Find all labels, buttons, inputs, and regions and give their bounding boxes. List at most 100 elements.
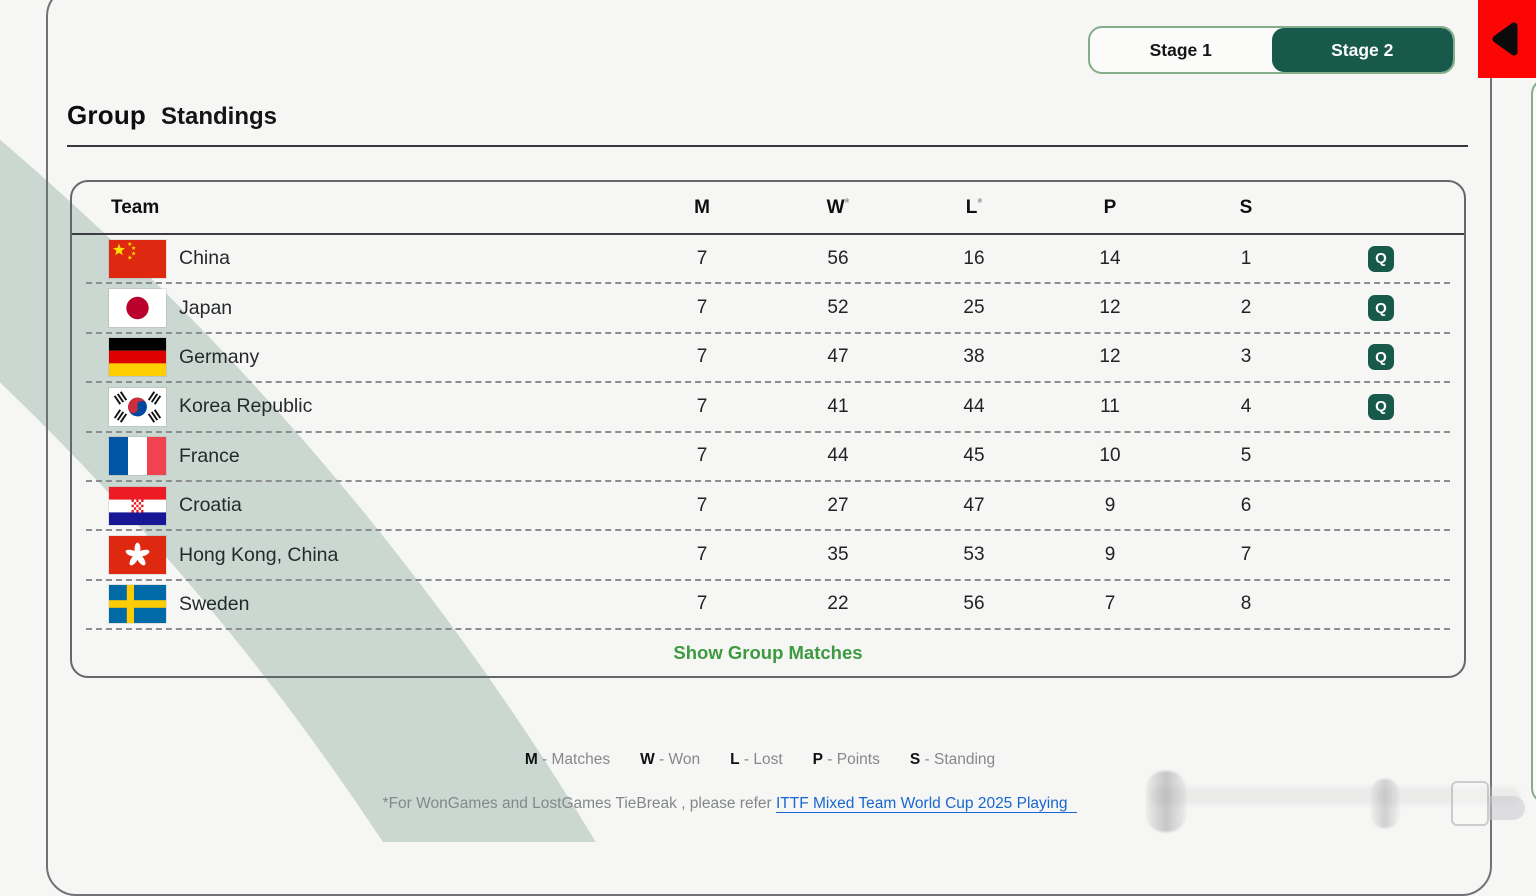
matches-cell: 7 xyxy=(696,297,708,319)
title-divider xyxy=(67,145,1468,147)
lost-cell: 25 xyxy=(963,297,985,319)
table-row: Sweden 7 22 56 7 8 xyxy=(86,581,1450,631)
column-legend: M - Matches W - Won L - Lost P - Points S - … xyxy=(0,751,1520,769)
stage-toggle: Stage 1 Stage 2 xyxy=(1088,26,1455,74)
won-cell: 52 xyxy=(827,297,849,319)
team-cell: Japan xyxy=(88,288,634,329)
flag-france-icon xyxy=(108,436,167,477)
tiebreak-asterisk: * xyxy=(844,195,850,210)
team-name: Japan xyxy=(179,296,233,319)
table-row: France 7 44 45 10 5 xyxy=(86,433,1450,482)
standing-cell: 3 xyxy=(1240,346,1252,368)
team-cell: Germany xyxy=(88,337,634,378)
matches-cell: 7 xyxy=(696,445,708,467)
qualified-cell: Q xyxy=(1314,245,1448,272)
won-cell: 35 xyxy=(827,544,849,566)
table-header-row: Team M W* L* P S xyxy=(72,182,1464,235)
column-header-l: L* xyxy=(965,195,983,218)
lost-cell: 56 xyxy=(963,593,985,615)
qualified-cell: Q xyxy=(1314,344,1448,371)
points-cell: 7 xyxy=(1104,593,1116,615)
team-name: Hong Kong, China xyxy=(179,543,339,566)
standing-cell: 7 xyxy=(1240,544,1252,566)
tab-stage-2[interactable]: Stage 2 xyxy=(1271,28,1453,72)
team-name: France xyxy=(179,444,240,467)
footnote-text: *For WonGames and LostGames TieBreak , p… xyxy=(382,795,772,812)
team-cell: Korea Republic xyxy=(88,386,634,427)
flag-china-icon xyxy=(108,238,167,279)
tab-stage-1[interactable]: Stage 1 xyxy=(1090,28,1272,72)
standing-cell: 2 xyxy=(1240,297,1252,319)
matches-cell: 7 xyxy=(696,247,708,269)
lost-cell: 47 xyxy=(963,494,985,516)
legend-item-m: M - Matches xyxy=(524,751,611,768)
points-cell: 9 xyxy=(1104,544,1116,566)
lost-cell: 45 xyxy=(963,445,985,467)
points-cell: 11 xyxy=(1100,395,1120,417)
team-name: China xyxy=(179,247,230,270)
points-cell: 10 xyxy=(1099,445,1121,467)
won-cell: 41 xyxy=(827,395,849,417)
matches-cell: 7 xyxy=(696,593,708,615)
column-header-team: Team xyxy=(111,196,160,218)
points-cell: 9 xyxy=(1104,494,1116,516)
won-cell: 56 xyxy=(827,247,849,269)
standing-cell: 5 xyxy=(1240,445,1252,467)
team-cell: Sweden xyxy=(88,584,634,625)
legend-item-l: L - Lost xyxy=(730,751,783,768)
team-cell: France xyxy=(88,436,634,477)
column-header-p: P xyxy=(1103,196,1117,218)
column-header-s: S xyxy=(1239,196,1253,218)
qualified-badge: Q xyxy=(1368,245,1394,272)
standing-cell: 8 xyxy=(1240,593,1252,615)
won-cell: 44 xyxy=(827,445,849,467)
table-row: Japan 7 52 25 12 2 Q xyxy=(86,284,1450,334)
team-name: Croatia xyxy=(179,494,242,517)
won-cell: 47 xyxy=(827,346,849,368)
carousel-prev-button[interactable] xyxy=(1478,0,1536,78)
footnote-playing-system-link[interactable]: ITTF Mixed Team World Cup 2025 Playing xyxy=(775,795,1078,813)
matches-cell: 7 xyxy=(696,395,708,417)
points-cell: 12 xyxy=(1099,297,1121,319)
won-cell: 22 xyxy=(827,593,849,615)
qualified-badge: Q xyxy=(1368,344,1394,371)
qualified-badge: Q xyxy=(1368,393,1394,420)
team-name: Sweden xyxy=(179,592,250,615)
team-name: Korea Republic xyxy=(179,395,313,418)
show-group-matches-link[interactable]: Show Group Matches xyxy=(667,641,868,665)
team-cell: Hong Kong, China xyxy=(88,535,634,576)
team-cell: China xyxy=(88,238,634,279)
matches-cell: 7 xyxy=(696,346,708,368)
flag-korea-icon xyxy=(108,386,167,427)
title-primary: Group xyxy=(67,100,146,130)
lost-cell: 44 xyxy=(963,395,985,417)
left-triangle-icon xyxy=(1487,17,1527,61)
flag-germany-icon xyxy=(108,337,167,378)
table-row: Croatia 7 27 47 9 6 xyxy=(86,482,1450,532)
group-standings-table: Team M W* L* P S China 7 56 16 14 1 Q Japan 7 52 25 12 2 Q… xyxy=(70,180,1466,678)
team-name: Germany xyxy=(179,345,260,368)
table-row: Hong Kong, China 7 35 53 9 7 xyxy=(86,531,1450,581)
lost-cell: 16 xyxy=(963,247,985,269)
lost-cell: 53 xyxy=(963,544,985,566)
flag-croatia-icon xyxy=(108,485,167,526)
qualified-cell: Q xyxy=(1314,295,1448,322)
page-title: Group Standings xyxy=(67,100,277,131)
title-secondary: Standings xyxy=(161,103,278,130)
points-cell: 12 xyxy=(1099,346,1121,368)
lost-cell: 38 xyxy=(963,346,985,368)
table-footer: Show Group Matches xyxy=(72,630,1464,676)
column-header-w: W* xyxy=(826,195,850,218)
matches-cell: 7 xyxy=(696,544,708,566)
table-row: Germany 7 47 38 12 3 Q xyxy=(86,334,1450,384)
legend-item-w: W - Won xyxy=(640,751,701,768)
team-cell: Croatia xyxy=(88,485,634,526)
points-cell: 14 xyxy=(1099,247,1121,269)
flag-sweden-icon xyxy=(108,584,167,625)
standing-cell: 1 xyxy=(1240,247,1252,269)
column-header-m: M xyxy=(694,196,710,218)
standing-cell: 6 xyxy=(1240,494,1252,516)
table-row: Korea Republic 7 41 44 11 4 Q xyxy=(86,383,1450,433)
won-cell: 27 xyxy=(827,494,849,516)
tiebreak-asterisk: * xyxy=(977,195,983,210)
